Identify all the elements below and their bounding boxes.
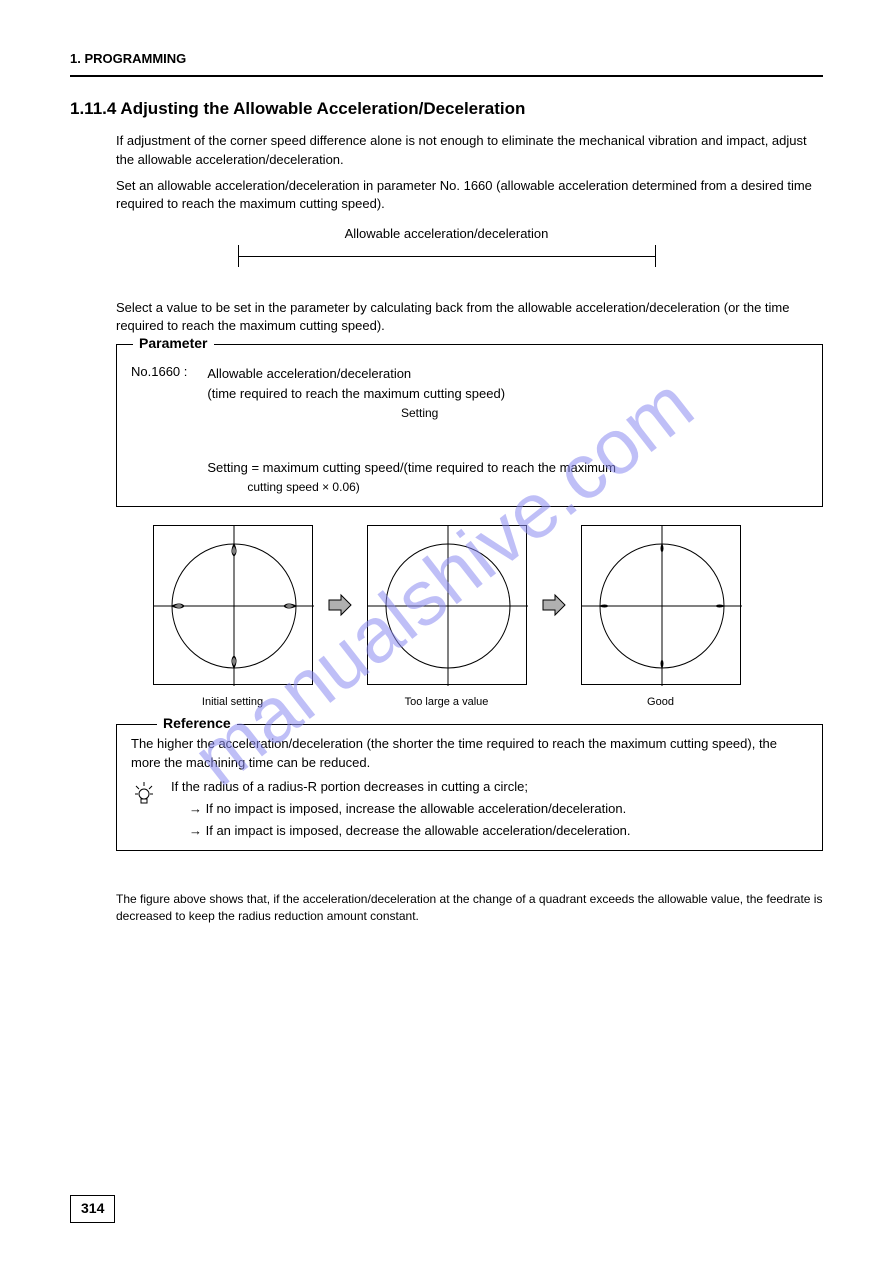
caption-left: Initial setting xyxy=(153,695,313,710)
ref-legend: Reference xyxy=(157,714,237,734)
ref-line2: If the radius of a radius-R portion decr… xyxy=(171,778,808,796)
circle-panel-left xyxy=(153,525,313,685)
footnote: The figure above shows that, if the acce… xyxy=(116,891,823,925)
interval-figure: Allowable acceleration/deceleration xyxy=(70,225,823,275)
ref-bullet-1: → If an impact is imposed, decrease the … xyxy=(189,822,808,840)
section-heading: 1.11.4 Adjusting the Allowable Accelerat… xyxy=(70,97,823,121)
ref-line1: The higher the acceleration/deceleration… xyxy=(131,735,808,771)
param-desc1: Allowable acceleration/deceleration xyxy=(207,365,616,383)
reference-box: Reference The higher the acceleration/de… xyxy=(116,724,823,851)
header-title: 1. PROGRAMMING xyxy=(70,50,823,68)
trailing-text: Select a value to be set in the paramete… xyxy=(116,299,823,335)
intro-text: If adjustment of the corner speed differ… xyxy=(116,132,823,168)
bulb-icon xyxy=(131,778,157,808)
circle-panel-right xyxy=(581,525,741,685)
param-formula-note: cutting speed × 0.06) xyxy=(247,479,616,496)
param-desc2: (time required to reach the maximum cutt… xyxy=(207,385,616,403)
arrow-icon xyxy=(327,592,353,618)
caption-right: Good xyxy=(581,695,741,710)
small-interval-label: Setting xyxy=(223,405,616,422)
header-rule xyxy=(70,75,823,77)
captions-row: Initial setting Too large a value Good xyxy=(70,695,823,710)
param-formula: Setting = maximum cutting speed/(time re… xyxy=(207,459,616,477)
circle-panel-mid xyxy=(367,525,527,685)
page-number: 314 xyxy=(70,1195,115,1223)
parameter-box: Parameter No.1660 : Allowable accelerati… xyxy=(116,344,823,507)
set-instruction: Set an allowable acceleration/decelerati… xyxy=(116,177,823,213)
param-legend: Parameter xyxy=(133,334,214,354)
caption-mid: Too large a value xyxy=(367,695,527,710)
ref-bullet-0: → If no impact is imposed, increase the … xyxy=(189,800,808,818)
param-no: No.1660 : xyxy=(131,363,187,381)
arrow-icon xyxy=(541,592,567,618)
interval-label: Allowable acceleration/deceleration xyxy=(70,225,823,243)
circles-row xyxy=(70,525,823,685)
